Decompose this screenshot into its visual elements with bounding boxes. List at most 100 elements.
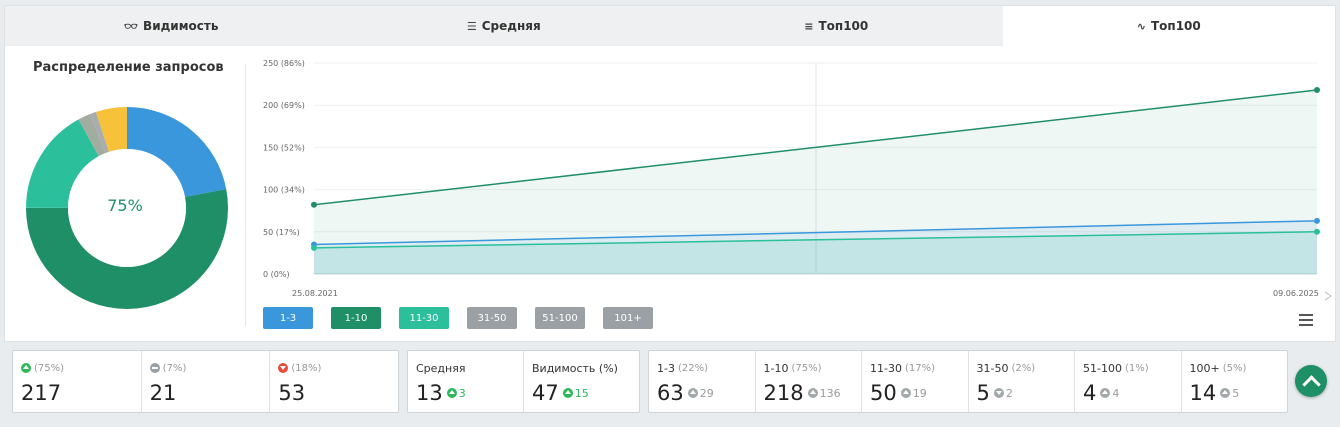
average-delta: 3: [458, 386, 466, 400]
ranges-group: 1-3 (22%) 63 29 1-10 (75%) 218 136 11-30 (17%) 50 1…: [648, 350, 1288, 413]
averages-group: Средняя 13 3 Видимость (%) 47 15: [407, 350, 640, 413]
legend-button-31-50[interactable]: 31-50: [467, 307, 517, 329]
range-value: 63: [657, 381, 684, 405]
tab-label: Топ100: [1150, 19, 1201, 33]
arrow-up-circle-icon: [1100, 388, 1111, 398]
average-value: 13: [416, 381, 443, 405]
arrow-up-circle-icon: [562, 388, 573, 398]
range-delta: 5: [1232, 386, 1240, 400]
distribution-title: Распределение запросов: [33, 60, 224, 75]
x-tick-label: 25.08.2021: [292, 289, 338, 298]
range-cell: 51-100 (1%) 4 4: [1075, 351, 1182, 412]
range-cell: 1-10 (75%) 218 136: [756, 351, 862, 412]
x-tick-label: 09.06.2025: [1273, 289, 1319, 298]
summary-value: 53: [278, 381, 306, 405]
list-icon: ☰: [466, 19, 477, 33]
arrow-down-circle-icon: [278, 363, 289, 373]
visibility-delta: 15: [574, 386, 589, 400]
series-point-1-10: [1314, 87, 1320, 94]
range-pct: (5%): [1222, 362, 1247, 374]
arrow-up-circle-icon: [807, 388, 818, 398]
range-cell: 1-3 (22%) 63 29: [649, 351, 756, 412]
tab-visibility[interactable]: 👓︎ Видимость: [5, 6, 338, 46]
y-tick-label: 250 (86%): [263, 59, 305, 68]
y-tick-label: 50 (17%): [263, 228, 300, 237]
visibility-label: Видимость (%): [532, 361, 618, 375]
range-value: 14: [1189, 381, 1217, 405]
range-value: 4: [1083, 381, 1097, 405]
range-value: 50: [870, 381, 897, 405]
summary-pct: (75%): [34, 362, 65, 374]
range-delta: 4: [1112, 386, 1120, 400]
hamburger-menu-icon[interactable]: [1299, 314, 1313, 326]
tab-bar: 👓︎ Видимость ☰ Средняя ≡ Топ100 ∿ Топ100: [4, 5, 1336, 46]
range-cell: 11-30 (17%) 50 19: [862, 351, 969, 412]
arrow-up-circle-icon: [687, 388, 698, 398]
range-value: 218: [763, 381, 804, 405]
tab-top100[interactable]: ≡ Топ100: [670, 6, 1003, 46]
range-label: 11-30: [870, 361, 902, 375]
range-pct: (22%): [677, 362, 708, 374]
range-delta: 136: [819, 386, 841, 400]
series-area-1-3: [314, 220, 1317, 274]
y-tick-label: 100 (34%): [263, 186, 305, 195]
range-label: 100+: [1189, 361, 1220, 375]
tab-label: Средняя: [481, 19, 541, 33]
arrow-up-circle-icon: [21, 363, 31, 373]
arrow-up-circle-icon: [1220, 388, 1231, 398]
series-point-11-30: [1314, 228, 1320, 235]
tab-label: Топ100: [818, 19, 869, 33]
visibility-cell: Видимость (%) 47 15: [524, 351, 639, 412]
series-line-1-3: [313, 220, 1318, 246]
summary-group: (75%) 217 (7%) 21 (18%) 53: [12, 350, 399, 413]
donut-slice-101+: [26, 107, 228, 309]
series-point-1-3: [1314, 217, 1320, 224]
range-cell: 100+ (5%) 14 5: [1182, 351, 1288, 412]
summary-pct: (18%): [291, 362, 322, 374]
range-delta: 2: [1005, 386, 1013, 400]
range-label: 31-50: [976, 361, 1009, 375]
summary-cell-down: (18%) 53: [270, 351, 398, 412]
range-pct: (17%): [904, 362, 935, 374]
summary-value: 217: [21, 381, 62, 405]
series-point-1-10: [311, 201, 317, 208]
divider: [245, 64, 246, 326]
positions-area-chart: 0 (0%) 50 (17%) 100 (34%) 150 (52%) 200 (69%…: [263, 59, 1332, 301]
series-line-11-30: [313, 231, 1318, 249]
donut-hole: [68, 149, 186, 267]
range-label: 1-10: [763, 361, 789, 375]
layers-icon: ≡: [804, 19, 814, 33]
legend-button-11-30[interactable]: 11-30: [399, 307, 449, 329]
series-line-1-10: [313, 89, 1318, 206]
arrow-up-circle-icon: [900, 388, 911, 398]
y-tick-label: 200 (69%): [263, 101, 305, 110]
y-tick-label: 0 (0%): [263, 270, 290, 279]
summary-pct: (7%): [162, 362, 187, 374]
chart-legend: 1-3 1-10 11-30 31-50 51-100 101+: [263, 307, 653, 329]
arrow-up-circle-icon: [446, 388, 457, 398]
donut-center-label: 75%: [107, 196, 143, 215]
range-pct: (2%): [1011, 362, 1036, 374]
donut-slice-1-10: [26, 107, 228, 309]
legend-button-1-10[interactable]: 1-10: [331, 307, 381, 329]
scroll-to-top-button[interactable]: [1295, 365, 1327, 397]
legend-button-1-3[interactable]: 1-3: [263, 307, 313, 329]
arrow-down-circle-icon: [993, 388, 1004, 398]
trend-icon: ∿: [1136, 19, 1146, 33]
legend-button-101+[interactable]: 101+: [603, 307, 653, 329]
tab-label: Видимость: [143, 19, 219, 33]
series-point-11-30: [311, 244, 317, 251]
glasses-icon: 👓︎: [124, 19, 139, 33]
legend-button-51-100[interactable]: 51-100: [535, 307, 585, 329]
range-pct: (1%): [1124, 362, 1149, 374]
tab-average[interactable]: ☰ Средняя: [337, 6, 670, 46]
visibility-value: 47: [532, 381, 559, 405]
tab-top100-trend[interactable]: ∿ Топ100: [1002, 6, 1335, 46]
y-tick-label: 150 (52%): [263, 143, 305, 152]
range-pct: (75%): [791, 362, 822, 374]
range-value: 5: [976, 381, 990, 405]
summary-cell-up: (75%) 217: [13, 351, 142, 412]
distribution-donut-chart: [26, 107, 228, 309]
range-delta: 19: [912, 386, 927, 400]
range-label: 51-100: [1083, 361, 1122, 375]
